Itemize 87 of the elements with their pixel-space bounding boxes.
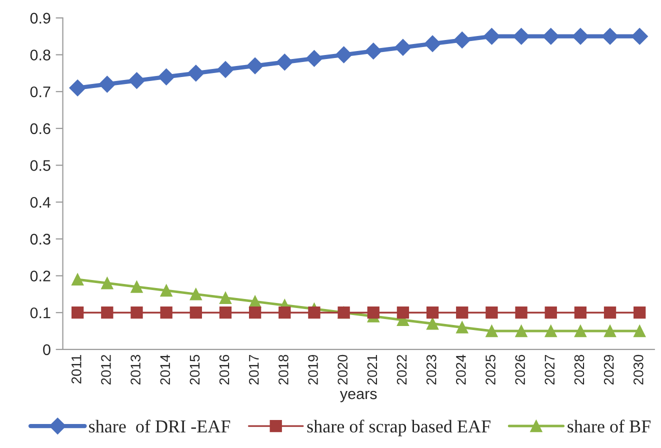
legend-label: share of DRI -EAF (89, 420, 230, 433)
point (335, 46, 352, 64)
y-tick-label: 0.7 (30, 86, 50, 98)
y-tick-label: 0 (43, 344, 50, 356)
point (574, 306, 587, 319)
point (454, 32, 470, 48)
point (634, 306, 646, 319)
point (219, 306, 232, 319)
point (604, 306, 616, 319)
x-tick-label: 2022 (396, 354, 407, 384)
point (306, 50, 323, 67)
point (160, 306, 172, 319)
legend-label: share of scrap based EAF (307, 420, 490, 436)
point (248, 306, 262, 319)
y-tick-label: 0.4 (30, 196, 51, 208)
point (544, 324, 557, 338)
point (486, 306, 498, 319)
point (604, 324, 616, 338)
x-tick-label: 2030 (633, 354, 644, 384)
legend-label: share of BF (568, 420, 650, 433)
x-tick-label: 2029 (604, 354, 614, 384)
y-tick-label: 0.3 (30, 234, 50, 245)
point (634, 324, 646, 338)
point (219, 292, 232, 304)
x-tick-label: 2023 (426, 354, 436, 384)
point (631, 28, 648, 45)
point (426, 306, 439, 319)
x-tick-label: 2024 (456, 354, 466, 384)
point (365, 42, 382, 60)
point (456, 321, 468, 334)
point (98, 76, 116, 93)
point (101, 306, 114, 319)
point (396, 306, 410, 319)
point (72, 306, 84, 319)
point (308, 306, 320, 319)
point (544, 306, 557, 319)
point (574, 324, 587, 338)
y-tick-label: 0.8 (30, 50, 50, 60)
point (276, 54, 294, 70)
point (246, 57, 264, 74)
point (101, 277, 114, 290)
y-tick-label: 0.6 (30, 123, 50, 134)
point (278, 306, 291, 319)
x-tick-label: 2015 (190, 354, 200, 384)
point (128, 72, 146, 89)
y-tick-label: 0.1 (30, 307, 50, 318)
point (602, 28, 618, 45)
y-tick-label: 0.5 (30, 160, 50, 171)
point (158, 68, 175, 86)
x-tick-label: 2025 (486, 354, 496, 384)
point (190, 288, 202, 300)
x-tick-label: 2016 (219, 354, 230, 384)
point (130, 280, 143, 293)
y-tick-label: 0.9 (30, 12, 50, 24)
x-tick-label: 2014 (160, 354, 170, 384)
point (72, 273, 84, 286)
point (572, 28, 589, 45)
point (515, 324, 528, 338)
x-tick-label: 2019 (308, 354, 318, 384)
point (394, 39, 412, 56)
point (69, 80, 86, 96)
x-tick-label: 2017 (248, 354, 259, 384)
x-tick-label: 2012 (101, 354, 111, 384)
point (130, 306, 143, 319)
x-tick-label: 2021 (367, 354, 378, 384)
x-tick-label: 2011 (71, 354, 82, 384)
x-tick-label: 2018 (278, 354, 288, 384)
point (515, 306, 528, 319)
point (426, 318, 439, 330)
x-tick-label: 2020 (338, 354, 348, 384)
point (188, 64, 204, 82)
point (456, 306, 468, 319)
point (190, 306, 202, 319)
point (512, 28, 530, 45)
x-tick-label: 2026 (515, 354, 526, 384)
point (367, 306, 380, 319)
x-tick-label: 2028 (574, 354, 584, 384)
x-axis-title: years (340, 390, 377, 402)
point (486, 324, 498, 338)
point (160, 284, 172, 297)
x-tick-label: 2013 (130, 354, 140, 384)
x-tick-label: 2027 (544, 354, 555, 384)
y-tick-label: 0.2 (30, 270, 50, 282)
point (424, 35, 441, 52)
point (542, 28, 560, 45)
point (483, 28, 500, 45)
point (217, 61, 234, 78)
